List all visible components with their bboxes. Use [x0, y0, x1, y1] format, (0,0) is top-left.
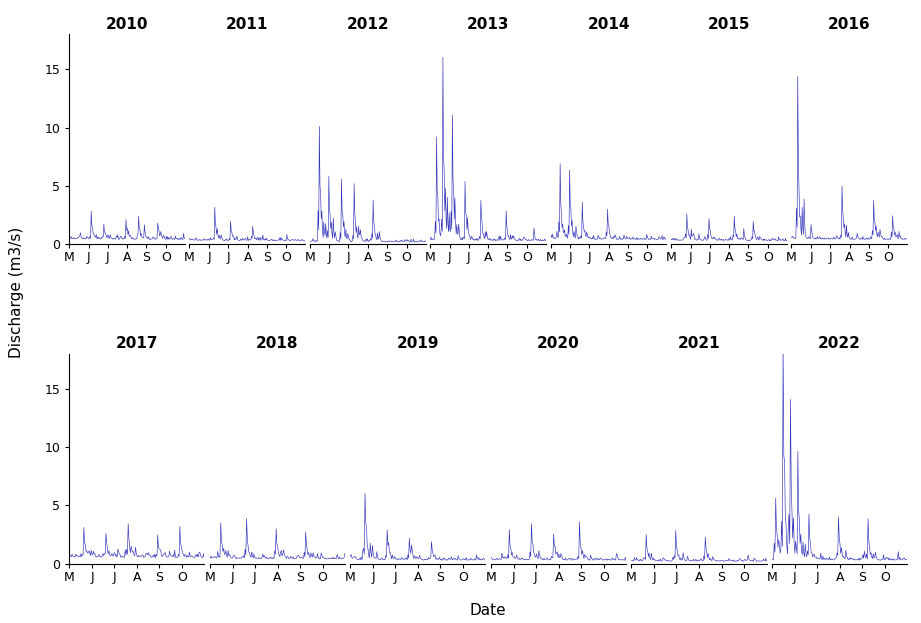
Title: 2022: 2022: [818, 336, 861, 351]
Title: 2019: 2019: [397, 336, 439, 351]
Text: Date: Date: [470, 603, 507, 618]
Title: 2021: 2021: [678, 336, 720, 351]
Title: 2014: 2014: [588, 17, 630, 32]
Title: 2013: 2013: [467, 17, 509, 32]
Title: 2015: 2015: [707, 17, 751, 32]
Title: 2010: 2010: [106, 17, 148, 32]
Title: 2016: 2016: [828, 17, 870, 32]
Title: 2017: 2017: [115, 336, 157, 351]
Text: Discharge (m3/s): Discharge (m3/s): [9, 227, 24, 358]
Title: 2012: 2012: [346, 17, 389, 32]
Title: 2020: 2020: [537, 336, 580, 351]
Title: 2011: 2011: [227, 17, 269, 32]
Title: 2018: 2018: [256, 336, 298, 351]
